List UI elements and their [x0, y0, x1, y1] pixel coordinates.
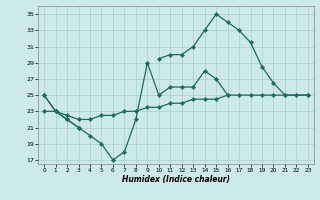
X-axis label: Humidex (Indice chaleur): Humidex (Indice chaleur)	[122, 175, 230, 184]
